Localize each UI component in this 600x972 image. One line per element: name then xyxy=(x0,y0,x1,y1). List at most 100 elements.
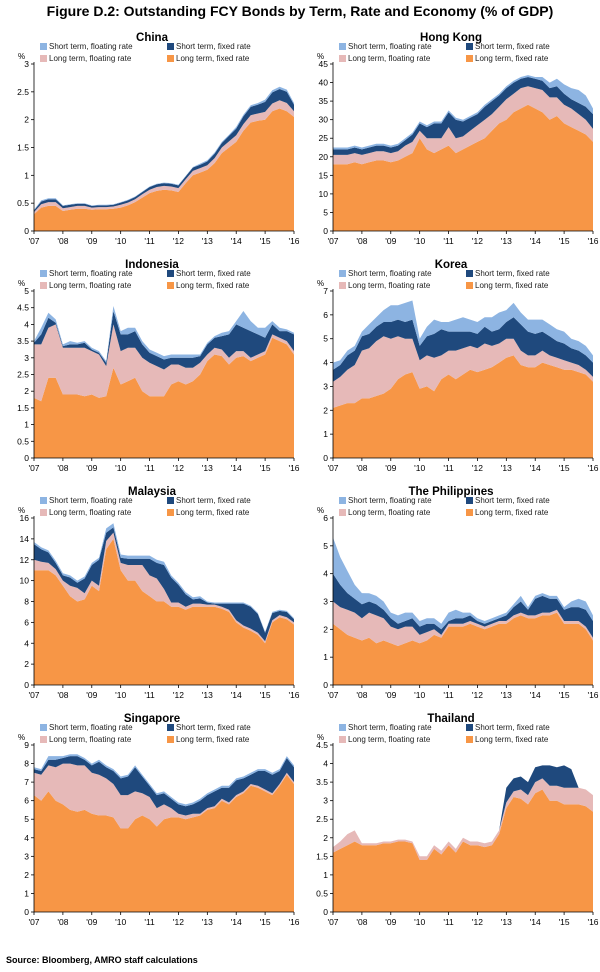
y-tick-label: 2 xyxy=(323,624,328,634)
legend-label-short-term-floating-rate: Short term, floating rate xyxy=(348,723,432,732)
y-tick-label: 0 xyxy=(24,907,29,917)
legend-label-long-term-fixed-rate: Long term, fixed rate xyxy=(176,735,250,744)
y-tick-label: 5 xyxy=(24,286,29,296)
x-tick-label: '10 xyxy=(115,463,126,473)
chart-title-malaysia: Malaysia xyxy=(128,486,177,498)
legend-swatch-short-term-floating-rate xyxy=(339,724,346,731)
x-tick-label: '15 xyxy=(559,690,570,700)
y-tick-label: 0 xyxy=(323,226,328,236)
area-short-term-fixed-rate xyxy=(34,527,294,642)
legend-swatch-short-term-floating-rate xyxy=(339,497,346,504)
y-tick-label: 2.5 xyxy=(17,87,29,97)
x-tick-label: '07 xyxy=(28,917,39,927)
y-tick-label: 16 xyxy=(20,513,30,523)
x-tick-label: '09 xyxy=(86,236,97,246)
x-tick-label: '13 xyxy=(501,690,512,700)
x-tick-label: '13 xyxy=(202,463,213,473)
legend-label-long-term-fixed-rate: Long term, fixed rate xyxy=(475,735,549,744)
y-tick-label: 2 xyxy=(24,659,29,669)
y-tick-label: 4 xyxy=(323,759,328,769)
y-tick-label: 30 xyxy=(319,115,329,125)
chart-panel-china: China% Short term, floating rate Short ter… xyxy=(4,28,300,255)
chart-svg-korea: Korea% Short term, floating rate Short ter… xyxy=(317,259,599,473)
x-tick-label: '10 xyxy=(115,690,126,700)
legend-label-long-term-fixed-rate: Long term, fixed rate xyxy=(176,281,250,290)
y-tick-label: 0.5 xyxy=(316,888,328,898)
x-tick-label: '16 xyxy=(288,463,299,473)
y-tick-label: 6 xyxy=(24,796,29,806)
y-tick-label: 2 xyxy=(24,870,29,880)
legend-swatch-short-term-floating-rate xyxy=(339,270,346,277)
x-tick-label: '13 xyxy=(202,917,213,927)
legend-swatch-short-term-fixed-rate xyxy=(466,270,473,277)
y-tick-label: 10 xyxy=(20,576,30,586)
area-long-term-fixed-rate xyxy=(333,355,593,458)
x-tick-label: '12 xyxy=(472,236,483,246)
y-tick-label: 3 xyxy=(24,851,29,861)
y-unit-label: % xyxy=(18,52,25,61)
x-tick-label: '09 xyxy=(86,463,97,473)
y-tick-label: 40 xyxy=(319,78,329,88)
area-long-term-floating-rate xyxy=(333,86,593,165)
legend-label-short-term-floating-rate: Short term, floating rate xyxy=(49,269,133,278)
y-tick-label: 3 xyxy=(24,353,29,363)
legend-label-short-term-floating-rate: Short term, floating rate xyxy=(49,723,133,732)
x-tick-label: '10 xyxy=(414,917,425,927)
legend-label-short-term-fixed-rate: Short term, fixed rate xyxy=(176,496,251,505)
x-tick-label: '09 xyxy=(385,236,396,246)
x-tick-label: '10 xyxy=(414,690,425,700)
y-tick-label: 1.5 xyxy=(316,851,328,861)
chart-svg-malaysia: Malaysia% Short term, floating rate Short … xyxy=(18,486,300,700)
y-tick-label: 1 xyxy=(24,420,29,430)
legend-label-long-term-fixed-rate: Long term, fixed rate xyxy=(176,508,250,517)
y-tick-label: 3.5 xyxy=(316,777,328,787)
x-tick-label: '10 xyxy=(115,917,126,927)
x-tick-label: '13 xyxy=(501,236,512,246)
chart-panel-malaysia: Malaysia% Short term, floating rate Short … xyxy=(4,482,300,709)
x-tick-label: '15 xyxy=(260,463,271,473)
legend-swatch-short-term-fixed-rate xyxy=(167,497,174,504)
y-tick-label: 1 xyxy=(323,652,328,662)
y-tick-label: 1 xyxy=(323,870,328,880)
y-tick-label: 35 xyxy=(319,96,329,106)
legend-swatch-long-term-fixed-rate xyxy=(466,509,473,516)
x-tick-label: '16 xyxy=(587,236,598,246)
x-tick-label: '07 xyxy=(28,463,39,473)
x-tick-label: '16 xyxy=(288,690,299,700)
x-tick-label: '16 xyxy=(587,463,598,473)
y-tick-label: 1 xyxy=(24,888,29,898)
x-tick-label: '07 xyxy=(28,236,39,246)
y-tick-label: 0 xyxy=(24,226,29,236)
chart-panel-philippines: The Philippines% Short term, floating rat… xyxy=(303,482,599,709)
legend-swatch-short-term-floating-rate xyxy=(40,724,47,731)
x-tick-label: '07 xyxy=(28,690,39,700)
x-tick-label: '12 xyxy=(472,690,483,700)
x-tick-label: '15 xyxy=(559,236,570,246)
legend-label-long-term-floating-rate: Long term, floating rate xyxy=(49,508,132,517)
y-tick-label: 2.5 xyxy=(316,814,328,824)
legend-swatch-long-term-fixed-rate xyxy=(466,55,473,62)
y-tick-label: 5 xyxy=(323,541,328,551)
area-long-term-floating-rate xyxy=(34,100,294,215)
x-tick-label: '08 xyxy=(356,690,367,700)
legend-label-short-term-floating-rate: Short term, floating rate xyxy=(49,42,133,51)
y-tick-label: 5 xyxy=(323,334,328,344)
area-long-term-fixed-rate xyxy=(333,104,593,231)
legend-swatch-short-term-floating-rate xyxy=(40,270,47,277)
legend-label-long-term-fixed-rate: Long term, fixed rate xyxy=(475,281,549,290)
chart-title-china: China xyxy=(136,32,169,44)
chart-svg-indonesia: Indonesia% Short term, floating rate Short… xyxy=(17,259,300,473)
x-tick-label: '11 xyxy=(443,917,454,927)
x-tick-label: '15 xyxy=(559,917,570,927)
y-tick-label: 9 xyxy=(24,740,29,750)
y-tick-label: 14 xyxy=(20,534,30,544)
x-tick-label: '08 xyxy=(356,463,367,473)
y-tick-label: 20 xyxy=(319,152,329,162)
legend-swatch-short-term-floating-rate xyxy=(40,43,47,50)
chart-title-singapore: Singapore xyxy=(124,713,180,725)
chart-panel-thailand: Thailand% Short term, floating rate Short … xyxy=(303,709,599,936)
chart-title-thailand: Thailand xyxy=(427,713,474,725)
y-tick-label: 3 xyxy=(323,381,328,391)
y-tick-label: 1.5 xyxy=(17,403,29,413)
legend-swatch-long-term-floating-rate xyxy=(339,282,346,289)
